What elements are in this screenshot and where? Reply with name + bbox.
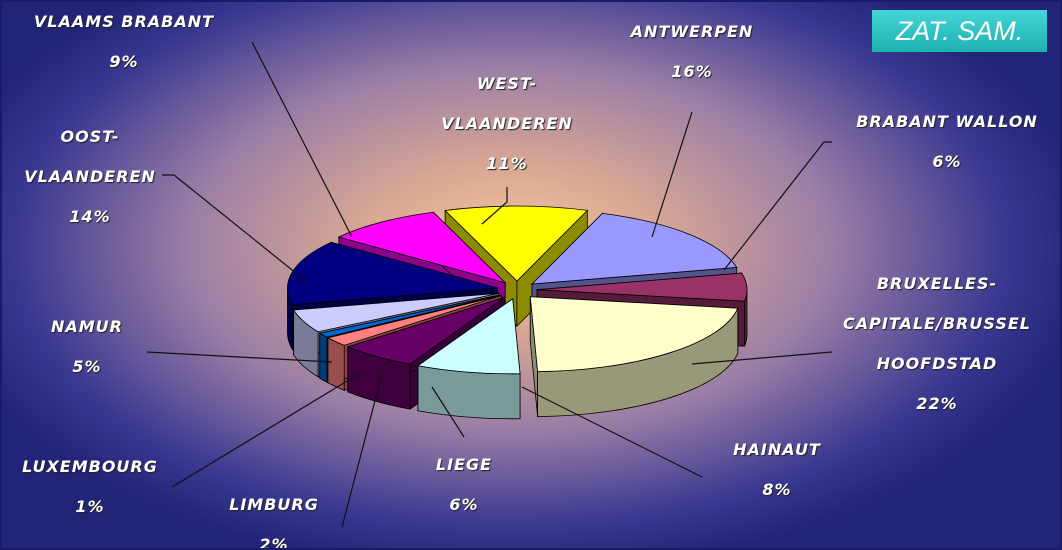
value-label: 11%: [486, 154, 528, 173]
slice-top: [444, 205, 589, 282]
slice-label: OOST-VLAANDEREN 14%: [5, 117, 175, 237]
leader-line: [171, 371, 363, 488]
slice-label: ANTWERPEN 16%: [612, 12, 772, 92]
category-label: WEST-VLAANDEREN: [441, 74, 573, 133]
leader-line: [691, 351, 833, 365]
leader-line: [146, 351, 333, 363]
slice: [529, 296, 739, 418]
leader-line: [723, 141, 832, 271]
slice-top: [346, 296, 506, 365]
slice-top: [287, 241, 498, 306]
category-label: OOST-VLAANDEREN: [24, 127, 156, 186]
badge: ZAT. SAM.: [872, 10, 1047, 52]
category-label: HAINAUT: [733, 440, 821, 459]
leader-line: [251, 41, 353, 238]
leader-line: [481, 187, 508, 225]
value-label: 14%: [69, 207, 111, 226]
category-label: LIMBURG: [229, 495, 319, 514]
leader-line: [341, 373, 383, 528]
slice-label: LIEGE 6%: [404, 445, 524, 525]
slice-label: NAMUR 5%: [27, 307, 147, 387]
category-label: BRUXELLES-CAPITALE/BRUSSEL HOOFDSTAD: [843, 274, 1031, 373]
category-label: VLAAMS BRABANT: [33, 12, 215, 31]
category-label: LUXEMBOURG: [22, 457, 158, 476]
slice-top: [326, 295, 502, 346]
slice-label: VLAAMS BRABANT 9%: [2, 2, 254, 82]
slice-side: [327, 337, 345, 391]
slice-label: HAINAUT 8%: [707, 430, 847, 510]
slice-top: [318, 294, 501, 338]
category-label: ANTWERPEN: [630, 22, 754, 41]
leader-line: [431, 386, 465, 438]
slice-top: [529, 296, 739, 373]
value-label: 22%: [916, 394, 958, 413]
value-label: 6%: [449, 495, 479, 514]
value-label: 6%: [932, 152, 962, 171]
slice-side: [319, 332, 328, 383]
slice-top: [337, 211, 507, 284]
slice-label: LUXEMBOURG 1%: [2, 447, 180, 527]
leader-line: [521, 386, 703, 478]
category-label: BRABANT WALLON: [856, 112, 1038, 131]
value-label: 2%: [259, 535, 289, 550]
slice-label: LIMBURG 2%: [204, 485, 344, 550]
slice-label: BRABANT WALLON 6%: [817, 102, 1060, 182]
value-label: 8%: [762, 480, 792, 499]
category-label: NAMUR: [50, 317, 123, 336]
slice-top: [292, 292, 499, 333]
value-label: 16%: [671, 62, 713, 81]
leader-line: [651, 111, 693, 238]
slice-top: [536, 272, 748, 302]
slice-label: BRUXELLES-CAPITALE/BRUSSEL HOOFDSTAD 22%: [837, 264, 1037, 424]
category-label: LIEGE: [435, 455, 493, 474]
value-label: 9%: [109, 52, 139, 71]
slice-label: WEST-VLAANDEREN 11%: [427, 64, 587, 184]
leader-line: [162, 174, 308, 283]
slice-top: [417, 298, 521, 375]
value-label: 1%: [75, 497, 105, 516]
value-label: 5%: [72, 357, 102, 376]
